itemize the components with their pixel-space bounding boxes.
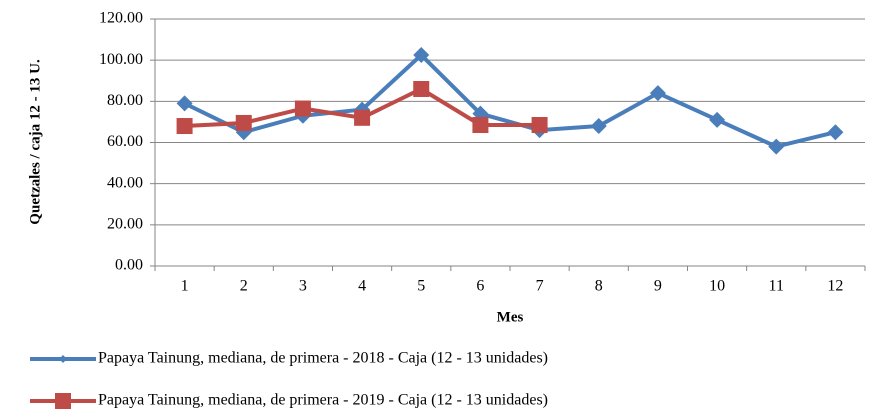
y-axis-title: Quetzales / caja 12 - 13 U. bbox=[27, 59, 43, 225]
y-tick-label: 20.00 bbox=[107, 216, 143, 233]
y-tick-label: 100.00 bbox=[99, 51, 143, 68]
legend-label: Papaya Tainung, mediana, de primera - 20… bbox=[98, 350, 548, 367]
x-tick-label: 8 bbox=[595, 278, 603, 295]
data-point bbox=[827, 124, 844, 141]
y-tick-label: 80.00 bbox=[107, 92, 143, 109]
x-tick-label: 3 bbox=[299, 278, 307, 295]
data-point bbox=[294, 100, 311, 117]
x-axis-title: Mes bbox=[497, 309, 524, 325]
data-point bbox=[235, 124, 252, 141]
x-tick-label: 12 bbox=[827, 278, 843, 295]
data-point bbox=[531, 117, 548, 134]
data-point bbox=[649, 85, 666, 102]
legend-marker bbox=[59, 355, 67, 363]
x-tick-label: 4 bbox=[358, 278, 366, 295]
data-point bbox=[235, 114, 252, 131]
data-point bbox=[413, 80, 430, 97]
data-point bbox=[768, 138, 785, 155]
series-line bbox=[183, 53, 836, 149]
x-tick-label: 2 bbox=[240, 278, 248, 295]
x-tick-label: 5 bbox=[417, 278, 425, 295]
data-point bbox=[413, 47, 430, 64]
x-tick-label: 6 bbox=[476, 278, 484, 295]
x-tick-label: 10 bbox=[709, 278, 725, 295]
x-tick-label: 7 bbox=[536, 278, 544, 295]
y-tick-label: 40.00 bbox=[107, 174, 143, 191]
data-point bbox=[472, 117, 489, 134]
y-tick-label: 120.00 bbox=[99, 10, 143, 27]
data-point bbox=[176, 95, 193, 112]
y-tick-label: 0.00 bbox=[115, 257, 143, 274]
data-point bbox=[709, 111, 726, 128]
x-tick-label: 9 bbox=[654, 278, 662, 295]
legend-marker bbox=[55, 393, 71, 409]
data-point bbox=[354, 109, 371, 126]
data-point bbox=[176, 118, 193, 135]
x-tick-label: 11 bbox=[769, 278, 784, 295]
y-tick-label: 60.00 bbox=[107, 133, 143, 150]
data-point bbox=[590, 118, 607, 135]
legend-label: Papaya Tainung, mediana, de primera - 20… bbox=[98, 392, 548, 409]
x-tick-label: 1 bbox=[181, 278, 189, 295]
